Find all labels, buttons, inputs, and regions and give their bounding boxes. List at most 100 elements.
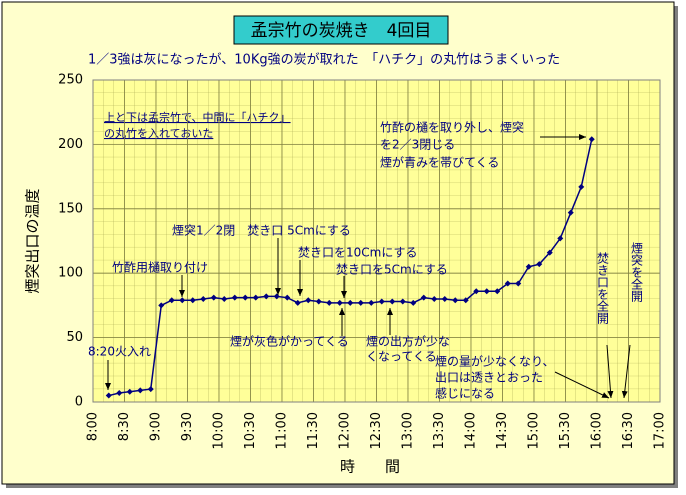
x-tick-label: 16:00	[590, 412, 605, 449]
data-point	[546, 249, 553, 256]
data-point	[357, 299, 364, 306]
data-point	[389, 298, 396, 305]
x-tick-label: 12:30	[369, 412, 384, 449]
x-tick-label: 9:00	[149, 412, 164, 441]
annotation: くなってくる	[366, 350, 437, 364]
x-tick-label: 8:30	[117, 412, 132, 441]
data-point	[462, 297, 469, 304]
x-tick-label: 10:00	[212, 412, 227, 449]
data-point	[116, 389, 123, 396]
annotation: 煙の量が少なくなり、	[435, 354, 555, 369]
plot-border	[92, 79, 661, 403]
data-point	[399, 298, 406, 305]
subtitle: 1／3強は灰になったが、10Kg強の炭が取れた 「ハチク」の丸竹はうまくいった	[88, 53, 560, 68]
data-point	[494, 288, 501, 295]
data-point	[452, 297, 459, 304]
annotation: 8:20火入れ	[88, 345, 151, 359]
data-point	[294, 299, 301, 306]
data-point	[578, 183, 585, 190]
annotation-arrow	[621, 344, 631, 399]
x-tick-label: 11:30	[306, 412, 321, 449]
data-point	[536, 261, 543, 268]
annotation: 感じになる	[435, 386, 495, 401]
x-tick-label: 15:00	[527, 412, 542, 449]
annotation: 竹酢用樋取り付け	[112, 260, 208, 275]
data-point	[410, 299, 417, 306]
y-tick-label: 0	[75, 395, 83, 410]
annotation: 煙突1／2閉 焚き口 5Cmにする	[172, 223, 351, 238]
data-point	[483, 288, 490, 295]
data-point	[179, 297, 186, 304]
data-point	[305, 297, 312, 304]
x-tick-label: 15:30	[558, 412, 573, 449]
x-tick-label: 8:00	[86, 412, 101, 441]
x-tick-label: 11:00	[275, 412, 290, 449]
annotation: 煙が青みを帯びてくる	[380, 155, 499, 170]
data-point	[105, 392, 112, 399]
annotation: 煙の出方が少な	[366, 334, 450, 349]
data-point	[147, 386, 154, 393]
data-point	[284, 294, 291, 301]
data-point	[504, 280, 511, 287]
x-tick-label: 14:00	[464, 412, 479, 449]
data-point	[210, 294, 217, 301]
data-point	[515, 280, 522, 287]
note-line: 上と下は孟宗竹で、中間に「ハチク」	[104, 110, 291, 124]
data-point	[473, 288, 480, 295]
y-tick-label: 250	[58, 73, 83, 88]
data-point	[231, 294, 238, 301]
annotation-arrow	[606, 344, 614, 399]
x-tick-label: 16:30	[621, 412, 636, 449]
x-tick-label: 10:30	[243, 412, 258, 449]
data-point	[557, 235, 564, 242]
data-point	[137, 387, 144, 394]
data-point	[441, 295, 448, 302]
annotation: 焚き口を5Cmにする	[336, 263, 448, 277]
y-tick-label: 100	[58, 266, 83, 281]
data-point	[263, 293, 270, 300]
chart-title: 孟宗竹の炭焼き 4回目	[251, 21, 432, 41]
data-point	[242, 294, 249, 301]
data-point	[221, 295, 228, 302]
data-point	[200, 295, 207, 302]
annotation: 煙突を全開	[630, 242, 644, 302]
annotation: 煙が灰色がかってくる	[230, 334, 349, 349]
data-point	[588, 136, 595, 143]
data-point	[326, 299, 333, 306]
annotation-arrow	[554, 371, 610, 399]
x-tick-label: 13:00	[401, 412, 416, 449]
data-point	[347, 299, 354, 306]
annotation: 焚き口を全開	[596, 252, 610, 324]
x-tick-label: 14:30	[495, 412, 510, 449]
data-point	[378, 298, 385, 305]
data-point	[420, 294, 427, 301]
y-tick-label: 150	[58, 201, 83, 216]
data-point	[158, 302, 165, 309]
x-tick-label: 17:00	[653, 412, 668, 449]
data-point	[189, 297, 196, 304]
data-point	[126, 388, 133, 395]
note-line: の丸竹を入れておいた	[104, 126, 213, 140]
annotation: 竹酢の樋を取り外し、煙突	[380, 120, 524, 135]
y-axis-label: 煙突出口の温度	[24, 188, 42, 293]
x-tick-label: 12:00	[338, 412, 353, 449]
x-axis-label: 時 間	[340, 458, 400, 476]
data-point	[431, 295, 438, 302]
data-point	[168, 297, 175, 304]
data-point	[567, 209, 574, 216]
data-point	[336, 299, 343, 306]
data-point	[368, 299, 375, 306]
annotation: を2／3閉じる	[380, 138, 455, 152]
data-point	[525, 263, 532, 270]
data-point	[252, 294, 259, 301]
annotation: 焚き口を10Cmにする	[298, 246, 417, 260]
data-point	[315, 298, 322, 305]
title-box	[233, 15, 449, 45]
y-tick-label: 50	[66, 330, 83, 345]
annotation: 出口は透きとおった	[435, 371, 543, 385]
x-tick-label: 13:30	[432, 412, 447, 449]
x-tick-label: 9:30	[180, 412, 195, 441]
y-tick-label: 200	[58, 137, 83, 152]
